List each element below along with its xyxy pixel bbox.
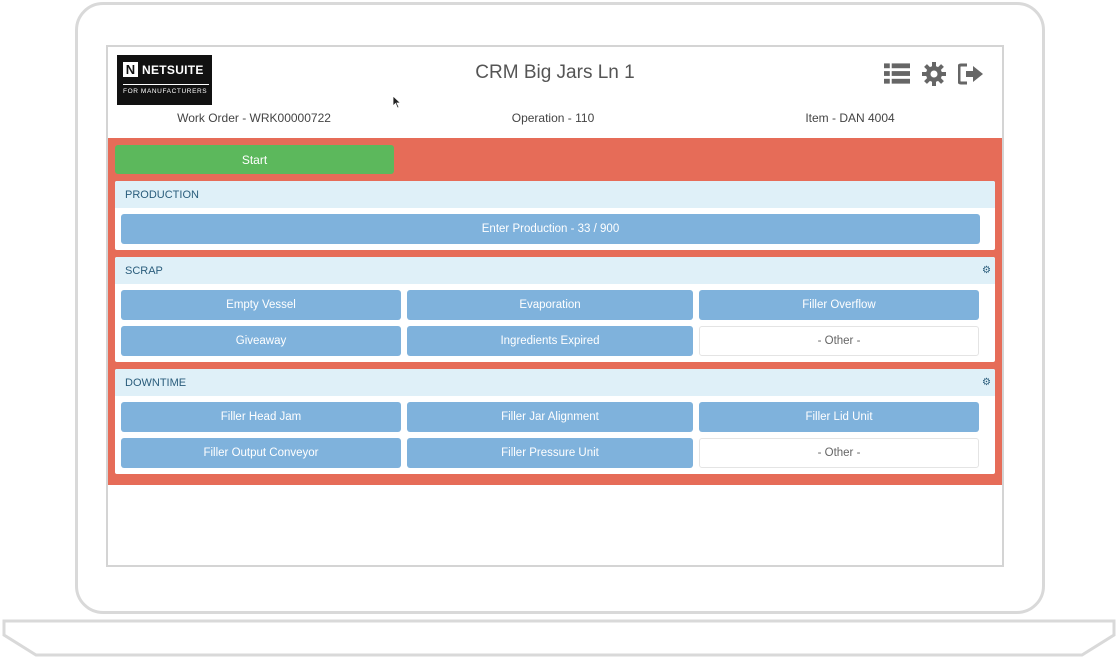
downtime-filler-output-conveyor-button[interactable]: Filler Output Conveyor <box>121 438 401 468</box>
production-header: PRODUCTION <box>115 181 995 208</box>
scrap-ingredients-expired-button[interactable]: Ingredients Expired <box>407 326 693 356</box>
scrap-section: SCRAP ⚙ Empty Vessel Evaporation Filler … <box>115 257 995 362</box>
mouse-cursor-icon <box>392 95 402 109</box>
laptop-base <box>2 619 1116 657</box>
scrap-title: SCRAP <box>125 264 163 277</box>
sign-out-icon[interactable] <box>958 61 984 87</box>
production-section: PRODUCTION Enter Production - 33 / 900 <box>115 181 995 250</box>
logo-brand: NETSUITE <box>142 62 204 77</box>
work-order-label: Work Order - WRK00000722 <box>177 111 331 125</box>
logo-n-mark: N <box>123 62 138 77</box>
downtime-filler-jar-alignment-button[interactable]: Filler Jar Alignment <box>407 402 693 432</box>
gear-icon[interactable] <box>921 61 947 87</box>
downtime-filler-lid-unit-button[interactable]: Filler Lid Unit <box>699 402 979 432</box>
scrap-giveaway-button[interactable]: Giveaway <box>121 326 401 356</box>
scrap-header: SCRAP ⚙ <box>115 257 995 284</box>
netsuite-logo: N NETSUITE FOR MANUFACTURERS <box>117 55 212 105</box>
scrap-settings-icon[interactable]: ⚙ <box>982 265 991 276</box>
scrap-evaporation-button[interactable]: Evaporation <box>407 290 693 320</box>
enter-production-button[interactable]: Enter Production - 33 / 900 <box>121 214 980 244</box>
work-panel: Start PRODUCTION Enter Production - 33 /… <box>108 138 1002 485</box>
logo-tagline: FOR MANUFACTURERS <box>123 84 209 95</box>
page-title: CRM Big Jars Ln 1 <box>475 62 635 83</box>
downtime-filler-head-jam-button[interactable]: Filler Head Jam <box>121 402 401 432</box>
app-header: N NETSUITE FOR MANUFACTURERS CRM Big Jar… <box>108 47 1002 138</box>
downtime-settings-icon[interactable]: ⚙ <box>982 377 991 388</box>
production-title: PRODUCTION <box>125 188 199 201</box>
downtime-title: DOWNTIME <box>125 376 187 389</box>
start-button[interactable]: Start <box>115 145 394 174</box>
item-label: Item - DAN 4004 <box>805 111 895 125</box>
operation-label: Operation - 110 <box>511 111 595 125</box>
scrap-other-button[interactable]: - Other - <box>699 326 979 356</box>
downtime-header: DOWNTIME ⚙ <box>115 369 995 396</box>
downtime-other-button[interactable]: - Other - <box>699 438 979 468</box>
scrap-empty-vessel-button[interactable]: Empty Vessel <box>121 290 401 320</box>
downtime-section: DOWNTIME ⚙ Filler Head Jam Filler Jar Al… <box>115 369 995 474</box>
downtime-filler-pressure-unit-button[interactable]: Filler Pressure Unit <box>407 438 693 468</box>
app-screen: N NETSUITE FOR MANUFACTURERS CRM Big Jar… <box>106 45 1004 567</box>
scrap-filler-overflow-button[interactable]: Filler Overflow <box>699 290 979 320</box>
list-icon[interactable] <box>884 61 910 87</box>
